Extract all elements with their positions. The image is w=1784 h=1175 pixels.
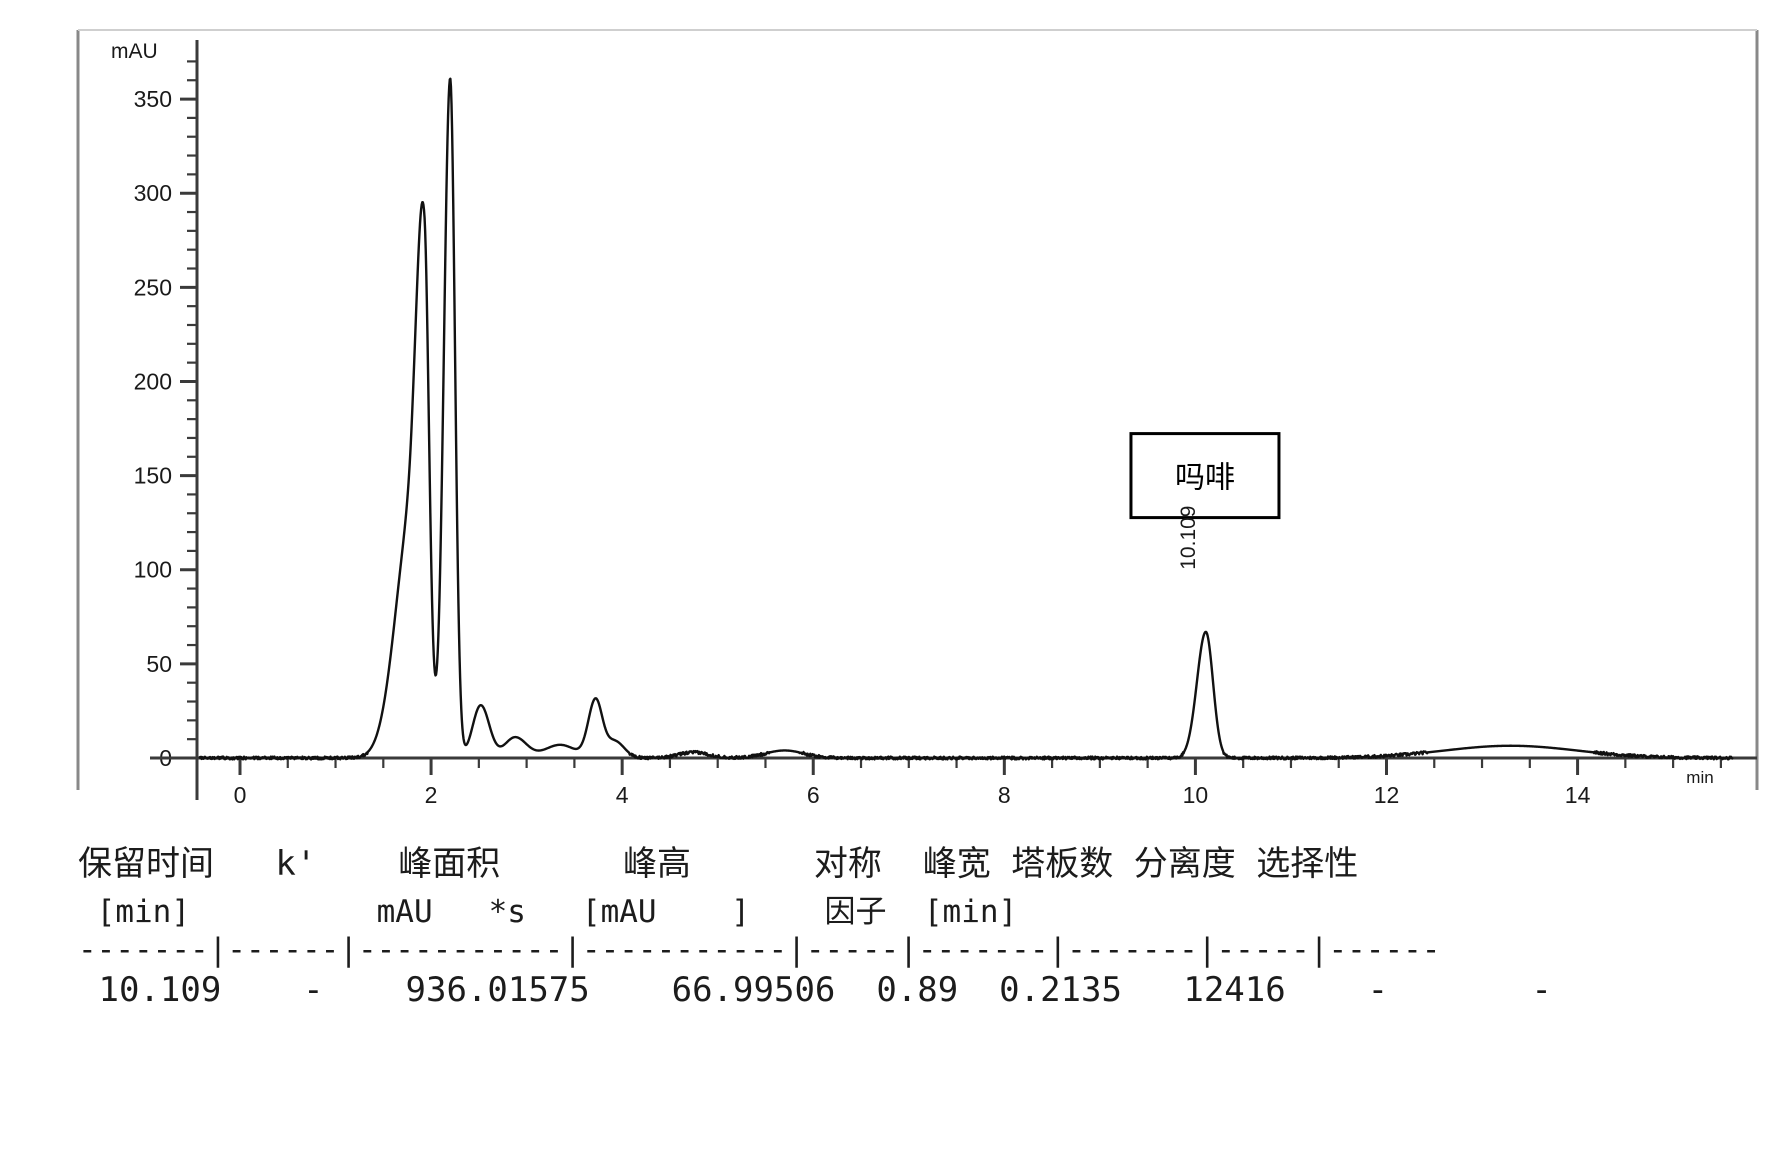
x-tick-label: 0: [234, 782, 247, 808]
y-tick-label: 200: [134, 368, 172, 394]
x-axis-ticks: [238, 758, 1722, 775]
callout-label: 吗啡: [1175, 461, 1235, 496]
y-tick-label: 150: [134, 463, 172, 489]
chromatogram-panel: 0 50 100 150 200 250 300 350 mAU 0 2 4 6 8 10 12 14 mi…: [76, 29, 1759, 808]
report-header-row-2: [min] mAU *s [mAU ] 因子 [min]: [78, 894, 1018, 930]
chromatogram-plot: 0 50 100 150 200 250 300 350 mAU 0 2 4 6 8 10 12 14 mi…: [76, 29, 1759, 808]
peak-report-table: 保留时间 k' 峰面积 峰高 对称 峰宽 塔板数 分离度 选择性 [min] m…: [0, 818, 1784, 1175]
peak-retention-time-label: 10.109: [1177, 505, 1200, 569]
x-axis: 0 2 4 6 8 10 12 14: [150, 756, 1757, 808]
x-tick-label: 6: [807, 782, 820, 808]
x-tick-label: 2: [425, 782, 438, 808]
x-tick-label: 12: [1374, 782, 1400, 808]
x-tick-label: 14: [1565, 782, 1591, 808]
y-tick-label: 300: [134, 180, 172, 206]
chromatogram-trace: [198, 77, 1734, 761]
y-tick-label: 250: [134, 274, 172, 300]
y-axis-unit-label: mAU: [111, 40, 158, 63]
plot-frame: [76, 29, 1759, 790]
x-tick-label: 10: [1183, 782, 1209, 808]
y-tick-label: 50: [146, 651, 172, 677]
x-tick-label: 4: [616, 782, 629, 808]
callout-box-border: [1129, 432, 1281, 520]
x-axis-tick-labels: 0 2 4 6 8 10 12 14: [234, 782, 1591, 808]
y-axis-ticks: [180, 60, 197, 760]
report-header-row-1: 保留时间 k' 峰面积 峰高 对称 峰宽 塔板数 分离度 选择性: [78, 844, 1359, 884]
morphine-callout: 吗啡: [1129, 432, 1281, 520]
report-data-row: 10.109 - 936.01575 66.99506 0.89 0.2135 …: [78, 970, 1552, 1010]
report-separator-row: -------|------|-----------|-----------|-…: [78, 932, 1441, 968]
x-tick-label: 8: [998, 782, 1011, 808]
y-tick-label: 350: [134, 86, 172, 112]
y-tick-label: 100: [134, 557, 172, 583]
x-axis-unit-label: min: [1686, 768, 1713, 787]
